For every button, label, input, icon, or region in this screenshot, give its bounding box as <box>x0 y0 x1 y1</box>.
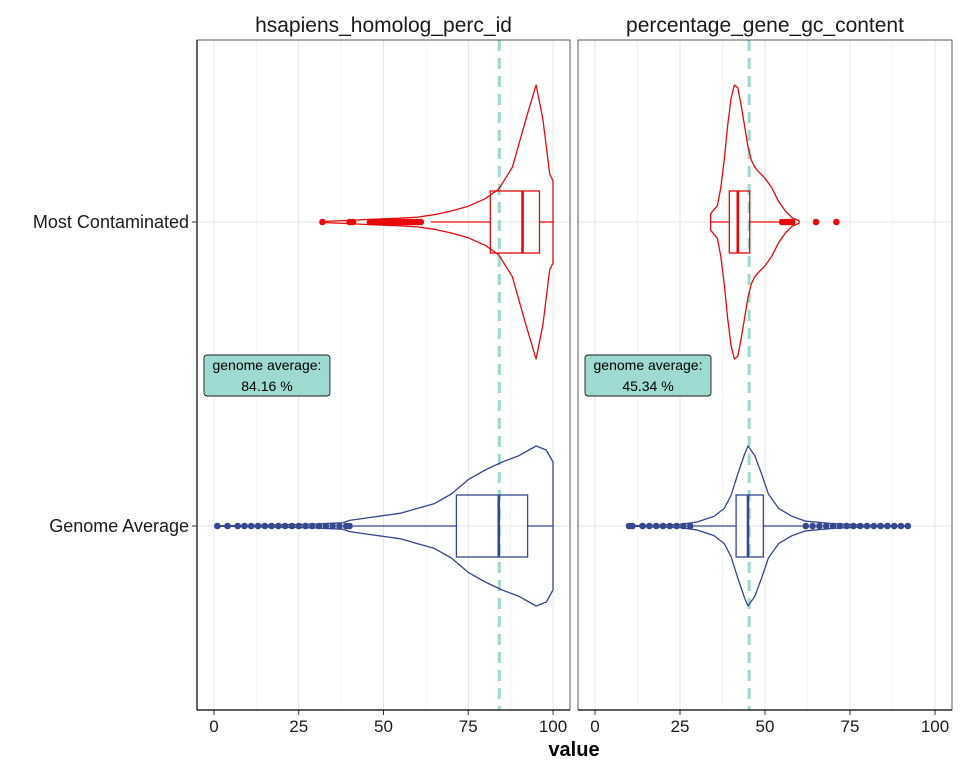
outlier-point <box>856 522 864 530</box>
outlier-point <box>816 522 823 530</box>
outlier-point <box>884 522 891 530</box>
y-tick-label: Most Contaminated <box>33 212 189 232</box>
violin-most-contaminated <box>709 84 800 360</box>
outlier-point <box>329 522 336 530</box>
outlier-point <box>870 522 878 530</box>
violins <box>216 84 554 607</box>
facet-panel-homolog-perc-id: genome average: 84.16 % hsapiens_homolog… <box>196 14 571 736</box>
outlier-point <box>659 522 667 530</box>
x-tick-label: 75 <box>459 717 478 736</box>
label-box <box>584 354 712 397</box>
x-axis-ticks: 0 25 50 75 100 <box>209 710 567 736</box>
x-axis-ticks: 0 25 50 75 100 <box>590 710 949 736</box>
boxplots <box>693 190 806 558</box>
outlier-point <box>308 522 316 530</box>
outlier-point <box>809 522 816 530</box>
outlier-point <box>897 522 905 530</box>
box-iqr <box>489 190 541 254</box>
label-line-1: genome average: <box>594 357 703 373</box>
y-tick-label: Genome Average <box>49 516 189 536</box>
outlier-point <box>833 218 840 226</box>
x-tick-label: 0 <box>209 717 218 736</box>
x-axis-title: value <box>548 739 599 761</box>
label-box <box>203 354 331 397</box>
box-iqr <box>728 190 751 254</box>
facet-panel-gc-content: genome average: 45.34 % percentage_gene_… <box>577 14 953 736</box>
outlier-point <box>319 218 326 226</box>
outlier-point <box>836 522 844 530</box>
label-line-2: 84.16 % <box>241 378 292 394</box>
genome-average-label: genome average: 84.16 % <box>203 354 331 397</box>
outlier-point <box>275 522 282 530</box>
outlier-point <box>788 218 796 226</box>
outlier-point <box>302 522 309 530</box>
outlier-point <box>666 522 674 530</box>
box-iqr <box>735 494 764 558</box>
outlier-points <box>625 218 912 530</box>
boxplots <box>352 190 554 558</box>
outlier-point <box>812 218 820 226</box>
outlier-point <box>261 522 269 530</box>
outlier-point <box>829 522 837 530</box>
outlier-point <box>629 522 636 530</box>
outlier-point <box>843 522 850 530</box>
y-axis-ticks: Most Contaminated Genome Average <box>33 212 197 536</box>
outlier-point <box>346 522 353 530</box>
violin-genome-average <box>216 445 554 607</box>
outlier-point <box>890 522 898 530</box>
violin-most-contaminated <box>321 84 554 360</box>
y-axis: Most Contaminated Genome Average <box>33 40 198 710</box>
facet-title: hsapiens_homolog_perc_id <box>255 14 512 37</box>
outlier-point <box>224 522 231 530</box>
x-tick-label: 0 <box>590 717 599 736</box>
x-tick-label: 25 <box>289 717 308 736</box>
outlier-point <box>686 522 694 530</box>
x-tick-label: 50 <box>374 717 393 736</box>
genome-average-label: genome average: 45.34 % <box>584 354 712 397</box>
outlier-point <box>850 522 857 530</box>
x-tick-label: 75 <box>841 717 860 736</box>
outlier-point <box>822 522 830 530</box>
outlier-point <box>802 522 810 530</box>
outlier-point <box>904 522 912 530</box>
outlier-point <box>652 522 660 530</box>
box-iqr <box>455 494 529 558</box>
outlier-point <box>639 522 646 530</box>
outlier-point <box>268 522 275 530</box>
x-tick-label: 25 <box>671 717 690 736</box>
outlier-point <box>863 522 871 530</box>
x-tick-label: 100 <box>921 717 949 736</box>
outlier-point <box>877 522 884 530</box>
outlier-point <box>288 522 296 530</box>
x-tick-label: 100 <box>539 717 567 736</box>
outlier-point <box>673 522 680 530</box>
facet-title: percentage_gene_gc_content <box>626 14 904 37</box>
outlier-point <box>646 522 653 530</box>
outlier-point <box>322 522 330 530</box>
outlier-point <box>234 522 241 530</box>
outlier-point <box>336 522 343 530</box>
label-line-1: genome average: <box>212 357 321 373</box>
outlier-point <box>349 218 357 226</box>
outlier-point <box>247 522 255 530</box>
outlier-point <box>417 218 425 226</box>
outlier-point <box>295 522 303 530</box>
outlier-point <box>254 522 262 530</box>
label-line-2: 45.34 % <box>622 378 673 394</box>
outlier-point <box>680 522 687 530</box>
outlier-point <box>241 522 248 530</box>
outlier-point <box>281 522 289 530</box>
outlier-point <box>214 522 221 530</box>
x-tick-label: 50 <box>756 717 775 736</box>
outlier-point <box>315 522 323 530</box>
outlier-points <box>214 218 425 530</box>
